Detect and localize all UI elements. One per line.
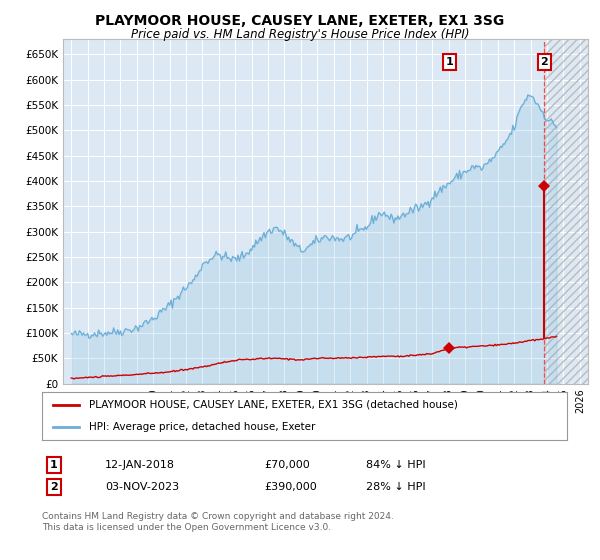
- Text: PLAYMOOR HOUSE, CAUSEY LANE, EXETER, EX1 3SG: PLAYMOOR HOUSE, CAUSEY LANE, EXETER, EX1…: [95, 14, 505, 28]
- Text: 28% ↓ HPI: 28% ↓ HPI: [366, 482, 425, 492]
- Text: Price paid vs. HM Land Registry's House Price Index (HPI): Price paid vs. HM Land Registry's House …: [131, 28, 469, 41]
- Text: £390,000: £390,000: [264, 482, 317, 492]
- Text: 03-NOV-2023: 03-NOV-2023: [105, 482, 179, 492]
- Text: 2: 2: [541, 57, 548, 67]
- Text: 1: 1: [50, 460, 58, 470]
- Text: Contains HM Land Registry data © Crown copyright and database right 2024.
This d: Contains HM Land Registry data © Crown c…: [42, 512, 394, 532]
- Text: PLAYMOOR HOUSE, CAUSEY LANE, EXETER, EX1 3SG (detached house): PLAYMOOR HOUSE, CAUSEY LANE, EXETER, EX1…: [89, 400, 458, 410]
- Text: 2: 2: [50, 482, 58, 492]
- Text: 84% ↓ HPI: 84% ↓ HPI: [366, 460, 425, 470]
- Text: £70,000: £70,000: [264, 460, 310, 470]
- Text: 1: 1: [445, 57, 453, 67]
- Text: 12-JAN-2018: 12-JAN-2018: [105, 460, 175, 470]
- Text: HPI: Average price, detached house, Exeter: HPI: Average price, detached house, Exet…: [89, 422, 316, 432]
